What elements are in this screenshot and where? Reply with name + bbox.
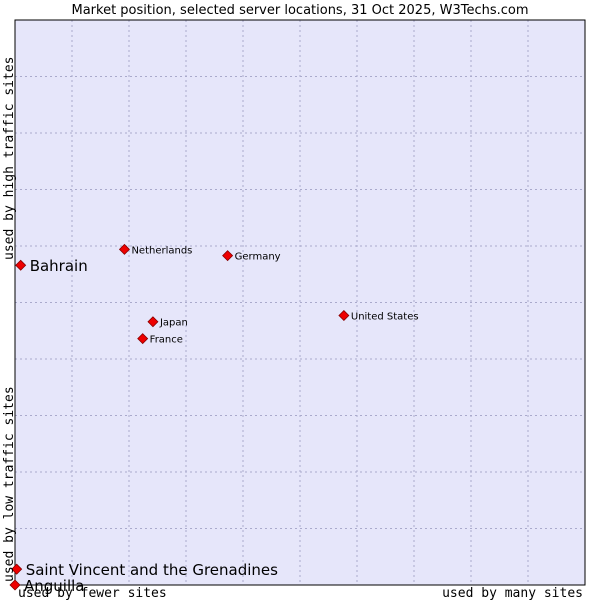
data-points: Netherlands Germany Bahrain United States Ja…	[9, 243, 419, 595]
y-axis-label-high: used by high traffic sites	[2, 57, 17, 261]
data-point-marker	[147, 316, 159, 328]
data-point-marker	[137, 333, 149, 345]
data-point-label: Saint Vincent and the Grenadines	[26, 561, 278, 579]
data-point-label: Japan	[159, 318, 188, 329]
grid-lines	[15, 20, 585, 585]
x-axis-label-low: used by fewer sites	[18, 586, 167, 600]
data-point-label: Netherlands	[131, 245, 192, 256]
plot-border	[14, 19, 586, 586]
data-point-marker	[11, 563, 23, 575]
data-point-marker	[9, 579, 21, 591]
data-point-label: Bahrain	[30, 257, 88, 275]
data-point-label: France	[150, 335, 183, 346]
data-point-marker	[15, 259, 27, 271]
chart-title: Market position, selected server locatio…	[71, 3, 528, 18]
data-point-marker	[338, 309, 350, 322]
data-point-marker	[222, 250, 234, 262]
data-point-label: Anguilla	[24, 577, 85, 595]
data-point-label: Germany	[235, 252, 281, 263]
data-point-label: United States	[351, 311, 419, 322]
data-point-marker	[118, 243, 130, 255]
x-axis-label-high: used by many sites	[442, 586, 583, 600]
y-axis-label-low: used by low traffic sites	[2, 386, 17, 582]
